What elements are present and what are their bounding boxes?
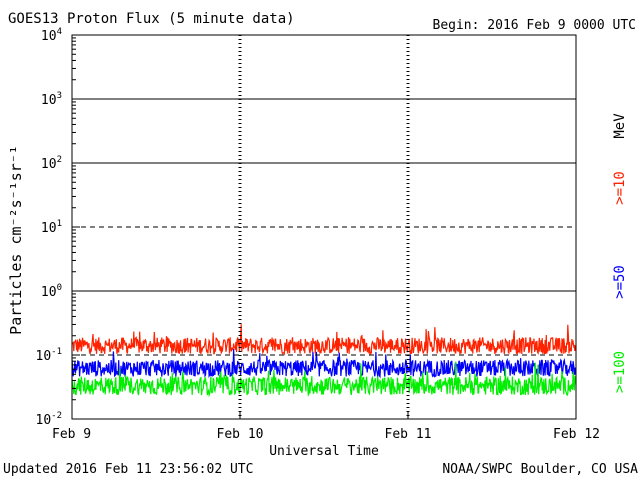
begin-time: Begin: 2016 Feb 9 0000 UTC	[433, 18, 637, 33]
y-tick-label: 101	[41, 219, 62, 236]
y-tick-label: 104	[41, 27, 62, 44]
y-tick-label: 102	[41, 155, 62, 172]
plot-area	[71, 34, 577, 420]
series-line-3	[71, 361, 577, 398]
legend-unit: MeV	[612, 113, 628, 139]
x-axis-label: Universal Time	[269, 444, 379, 459]
series-line-2	[71, 349, 577, 379]
y-tick-label: 103	[41, 91, 62, 108]
y-tick-label: 10-1	[36, 347, 63, 364]
x-tick-label: Feb 11	[385, 427, 432, 442]
credit: NOAA/SWPC Boulder, CO USA	[442, 462, 638, 477]
series-line-1	[71, 324, 577, 357]
legend: >=10 >=50 >=100 MeV	[612, 113, 628, 393]
x-tick-labels: Feb 9 Feb 10 Feb 11 Feb 12	[52, 411, 600, 442]
y-tick-labels: 104 103 102 101 100 10-1 10-2	[36, 27, 80, 428]
updated-time: Updated 2016 Feb 11 23:56:02 UTC	[3, 462, 253, 477]
x-tick-label: Feb 10	[217, 427, 264, 442]
y-tick-label: 100	[41, 283, 62, 300]
legend-item-1: >=10	[612, 171, 628, 205]
grid-layer	[72, 35, 576, 419]
legend-item-3: >=100	[612, 351, 628, 393]
y-axis-label: Particles cm⁻²s⁻¹sr⁻¹	[7, 145, 25, 335]
x-tick-label: Feb 9	[52, 427, 91, 442]
x-tick-label: Feb 12	[553, 427, 600, 442]
y-tick-label: 10-2	[36, 411, 63, 428]
series-layer	[71, 324, 577, 398]
legend-item-2: >=50	[612, 265, 628, 299]
chart-title: GOES13 Proton Flux (5 minute data)	[8, 11, 295, 27]
